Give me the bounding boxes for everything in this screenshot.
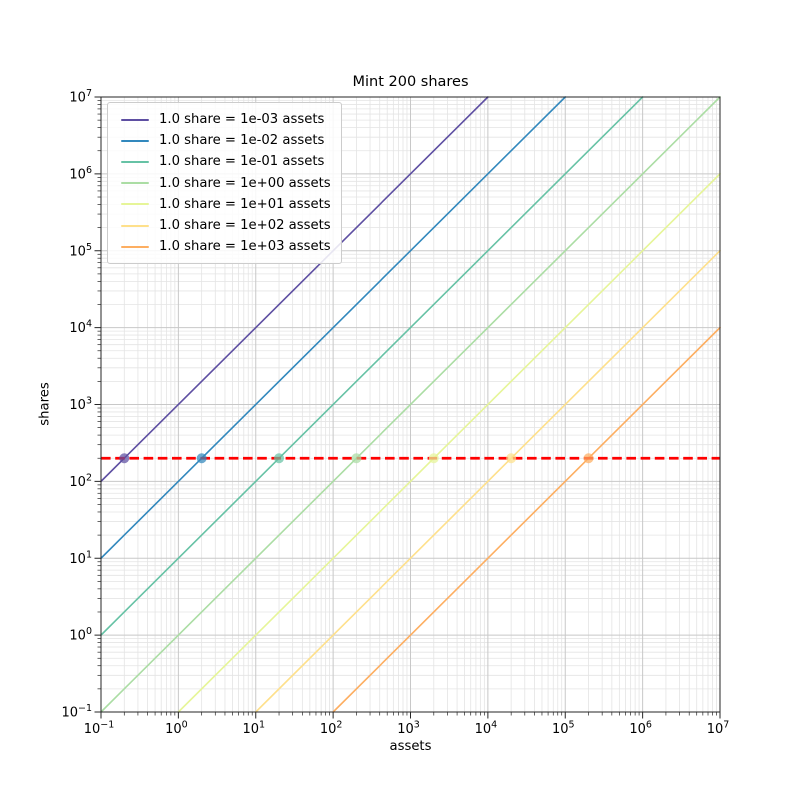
x-tick-label: 100 (165, 720, 188, 738)
series-line-5 (254, 249, 721, 713)
marker-dot-3 (351, 453, 362, 464)
legend-item-6: 1.0 share = 1e+03 assets (115, 236, 331, 257)
legend-item-3: 1.0 share = 1e+00 assets (115, 173, 331, 194)
y-tick-label: 100 (69, 626, 92, 644)
legend-label: 1.0 share = 1e+01 assets (159, 196, 331, 212)
axis-ticks (94, 96, 721, 719)
series-lines (100, 96, 721, 713)
legend-line-swatch (121, 245, 149, 248)
marker-dot-4 (428, 453, 439, 464)
y-tick-label: 105 (69, 242, 92, 260)
series-line-6 (332, 326, 721, 713)
series-line-4 (177, 173, 721, 713)
y-tick-label: 102 (69, 472, 92, 490)
marker-dot-0 (119, 453, 130, 464)
legend-line-swatch (121, 118, 149, 121)
tick-labels: 10−1 100 101 102 103 104 105 106 107 10−1 100 101 10… (61, 88, 729, 737)
legend-line-swatch (121, 182, 149, 185)
x-tick-label: 107 (707, 720, 730, 738)
x-tick-label: 105 (552, 720, 575, 738)
y-tick-label: 10−1 (61, 703, 92, 721)
x-tick-label: 104 (475, 720, 498, 738)
legend-line-swatch (121, 160, 149, 163)
intersection-markers (119, 453, 594, 464)
legend-line-swatch (121, 224, 149, 227)
y-tick-label: 106 (69, 165, 92, 183)
legend-label: 1.0 share = 1e-01 assets (159, 154, 325, 170)
legend-item-0: 1.0 share = 1e-03 assets (115, 109, 331, 130)
marker-dot-5 (506, 453, 517, 464)
marker-dot-6 (583, 453, 594, 464)
x-axis-label: assets (389, 739, 432, 754)
chart-title: Mint 200 shares (352, 74, 469, 90)
y-axis-label: shares (37, 382, 53, 426)
legend-item-4: 1.0 share = 1e+01 assets (115, 194, 331, 215)
legend-line-swatch (121, 203, 149, 206)
marker-dot-1 (196, 453, 207, 464)
legend-line-swatch (121, 139, 149, 142)
legend-label: 1.0 share = 1e+03 assets (159, 239, 331, 255)
series-line-3 (100, 96, 721, 713)
series-line-0 (100, 96, 489, 483)
marker-dot-2 (274, 453, 285, 464)
series-line-1 (100, 96, 567, 560)
x-tick-label: 103 (397, 720, 420, 738)
x-tick-label: 102 (320, 720, 343, 738)
x-tick-label: 101 (242, 720, 265, 738)
x-tick-label: 10−1 (84, 720, 115, 738)
x-tick-label: 106 (629, 720, 652, 738)
legend-item-1: 1.0 share = 1e-02 assets (115, 130, 331, 151)
y-tick-label: 104 (69, 319, 92, 337)
legend-label: 1.0 share = 1e-03 assets (159, 112, 325, 128)
legend-item-2: 1.0 share = 1e-01 assets (115, 151, 331, 172)
legend-label: 1.0 share = 1e+02 assets (159, 218, 331, 234)
y-tick-label: 103 (69, 396, 92, 414)
y-tick-label: 101 (69, 549, 92, 567)
legend: 1.0 share = 1e-03 assets 1.0 share = 1e-0… (107, 102, 342, 265)
y-tick-label: 107 (69, 88, 92, 106)
legend-label: 1.0 share = 1e-02 assets (159, 133, 325, 149)
legend-label: 1.0 share = 1e+00 assets (159, 175, 331, 191)
legend-item-5: 1.0 share = 1e+02 assets (115, 215, 331, 236)
series-line-2 (100, 96, 644, 636)
